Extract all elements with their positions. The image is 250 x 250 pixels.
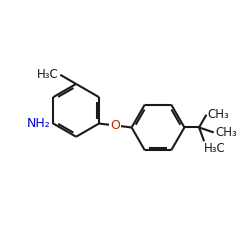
Text: O: O [110,119,120,132]
Text: CH₃: CH₃ [208,108,229,121]
Text: CH₃: CH₃ [215,126,237,139]
Text: H₃C: H₃C [37,68,59,81]
Text: H₃C: H₃C [204,142,226,156]
Text: NH₂: NH₂ [26,117,50,130]
